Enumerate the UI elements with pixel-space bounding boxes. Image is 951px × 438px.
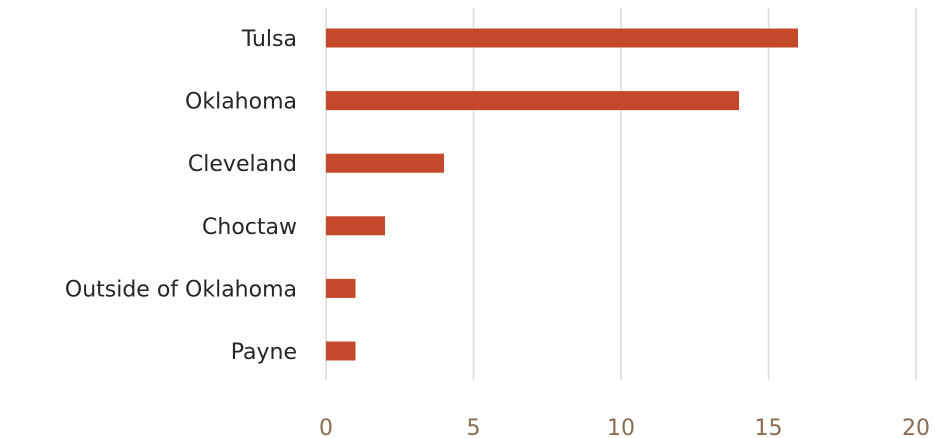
gridlines — [325, 8, 917, 380]
bars — [326, 28, 798, 361]
bar-cleveland — [326, 153, 444, 173]
x-tick-label: 20 — [902, 416, 930, 438]
bar-outside-of-oklahoma — [326, 278, 356, 298]
category-label: Payne — [231, 340, 297, 365]
category-label: Cleveland — [188, 152, 297, 177]
category-label: Outside of Oklahoma — [65, 277, 297, 302]
category-label: Oklahoma — [185, 90, 297, 115]
x-tick-label: 5 — [467, 416, 481, 438]
category-labels: Tulsa Oklahoma Cleveland Choctaw Outside of … — [65, 27, 297, 365]
x-tick-label: 10 — [607, 416, 635, 438]
x-tick-label: 0 — [319, 416, 333, 438]
bar-tulsa — [326, 28, 798, 48]
bar-oklahoma — [326, 91, 739, 111]
x-axis-tick-labels: 0 5 10 15 20 — [319, 416, 930, 438]
category-label: Tulsa — [241, 27, 297, 52]
x-tick-label: 15 — [755, 416, 783, 438]
category-label: Choctaw — [202, 215, 297, 240]
bar-choctaw — [326, 216, 385, 236]
bar-payne — [326, 341, 356, 361]
